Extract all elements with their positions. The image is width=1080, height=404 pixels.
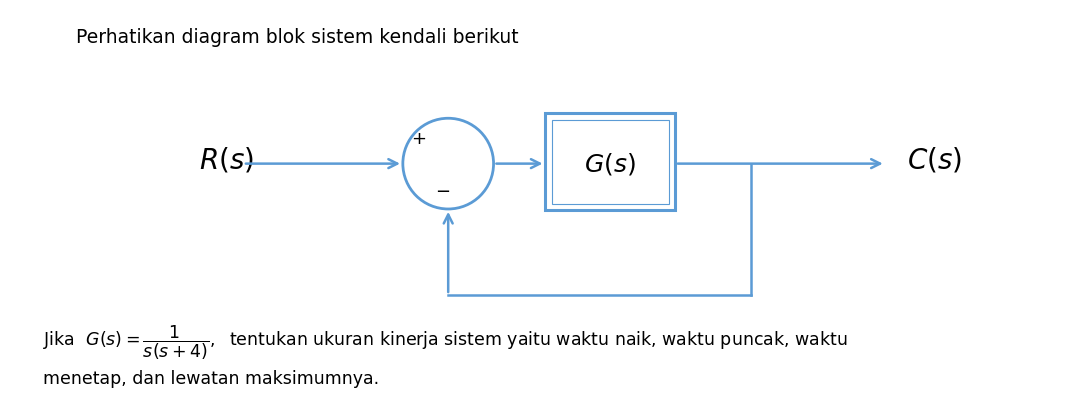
Text: menetap, dan lewatan maksimumnya.: menetap, dan lewatan maksimumnya. [43,370,379,388]
Bar [552,120,669,204]
Text: $R(s)$: $R(s)$ [200,145,254,174]
Text: Jika  $G(s) = \dfrac{1}{s(s+4)},$  tentukan ukuran kinerja sistem yaitu waktu na: Jika $G(s) = \dfrac{1}{s(s+4)},$ tentuka… [43,323,848,362]
Bar [545,113,675,210]
Text: $C(s)$: $C(s)$ [907,145,962,174]
Text: $G(s)$: $G(s)$ [584,151,636,177]
Text: Perhatikan diagram blok sistem kendali berikut: Perhatikan diagram blok sistem kendali b… [76,28,518,47]
Text: −: − [435,183,450,201]
Text: +: + [411,130,427,148]
